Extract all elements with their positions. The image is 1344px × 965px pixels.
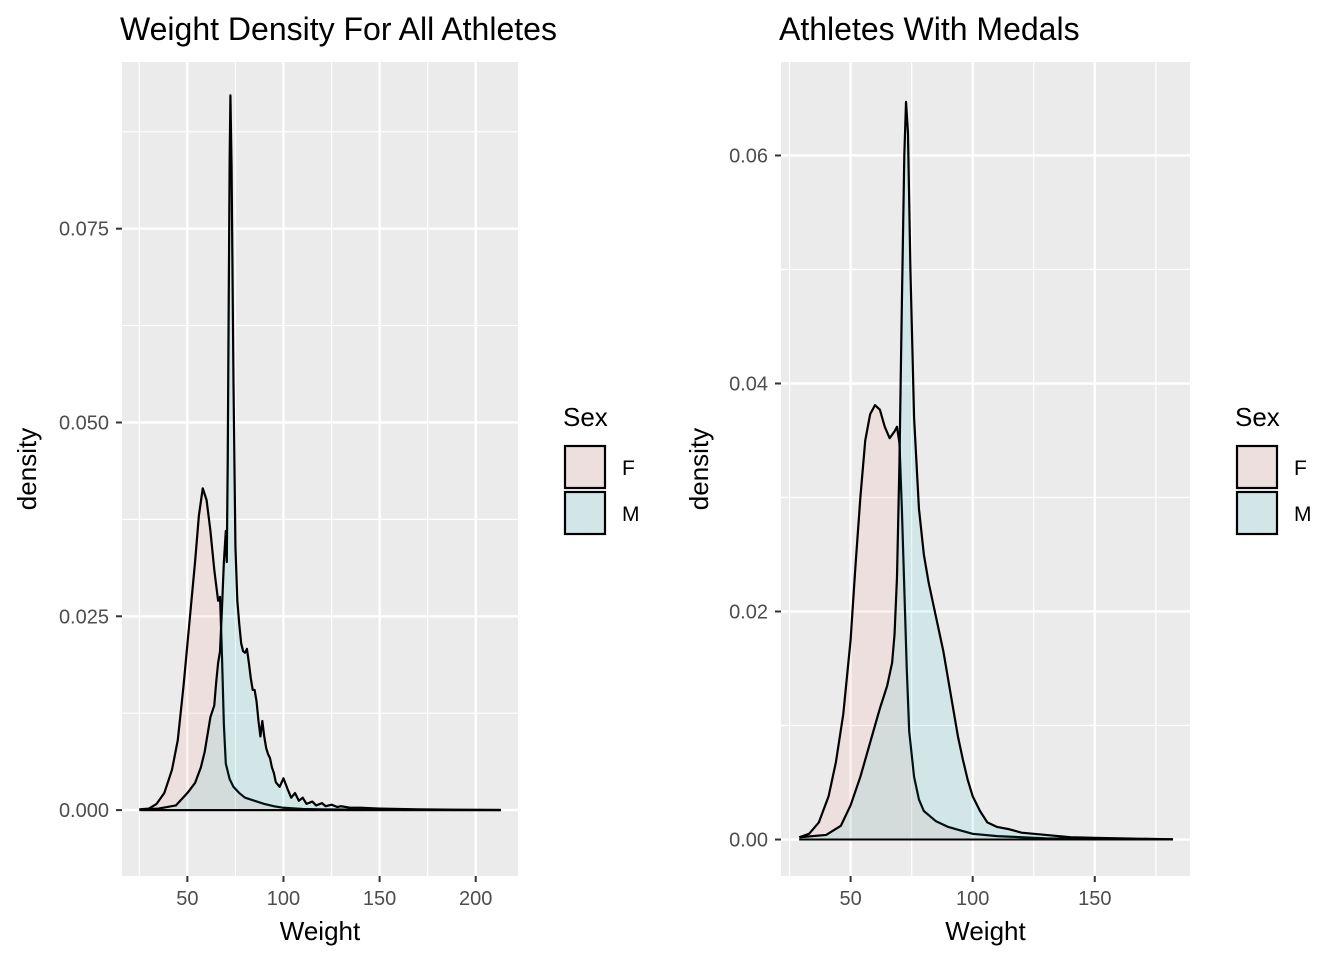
density-line-m: [799, 100, 1173, 841]
legend-key-bg-f: [564, 445, 606, 489]
legend: Sex FM: [1235, 402, 1312, 536]
x-tick-label: 150: [1078, 888, 1111, 910]
chart-title: Weight Density For All Athletes: [120, 11, 557, 47]
legend: Sex FM: [563, 402, 640, 536]
density-line-m: [141, 94, 501, 812]
x-tick-label: 100: [956, 888, 989, 910]
legend-label-m: M: [1294, 503, 1312, 526]
legend-key-m: [1235, 490, 1279, 536]
y-tick-label: 0.075: [59, 219, 109, 241]
chart-panel-2: 50 100 150 0.00 0.02 0.04 0.06 Athletes With Me…: [684, 11, 1312, 946]
y-tick-label: 0.050: [59, 412, 109, 434]
legend-label-f: F: [1294, 457, 1307, 480]
plot-background: [781, 62, 1190, 876]
legend-key-f: [563, 444, 607, 490]
density-area-m: [141, 95, 501, 811]
y-tick-label: 0.00: [729, 830, 768, 852]
legend-label-m: M: [622, 503, 640, 526]
density-area-f: [799, 405, 1173, 840]
legend-key-bg-m: [564, 491, 606, 535]
y-tick-label: 0.025: [59, 606, 109, 628]
legend-key-bg-f: [1236, 445, 1278, 489]
y-axis-title: density: [12, 428, 42, 510]
legend-title: Sex: [563, 402, 608, 432]
y-tick-label: 0.04: [729, 373, 768, 395]
legend-key-bg-m: [1236, 491, 1278, 535]
x-tick-label: 50: [176, 888, 198, 910]
y-tick-label: 0.02: [729, 602, 768, 624]
chart-panel-1: 50 100 150 200 0.000 0.025 0.050 0.075 Weight De…: [12, 11, 640, 946]
legend-title: Sex: [1235, 402, 1280, 432]
x-axis-title: Weight: [280, 916, 361, 946]
legend-key-m: [563, 490, 607, 536]
legend-key-f: [1235, 444, 1279, 490]
x-tick-label: 100: [267, 888, 300, 910]
x-tick-label: 50: [839, 888, 861, 910]
y-tick-label: 0.06: [729, 145, 768, 167]
density-line-f: [798, 404, 1173, 841]
density-area-f: [139, 488, 501, 811]
x-axis-title: Weight: [945, 916, 1026, 946]
y-axis-title: density: [684, 428, 714, 510]
chart-title: Athletes With Medals: [779, 11, 1080, 47]
x-tick-label: 200: [459, 888, 492, 910]
x-tick-label: 150: [363, 888, 396, 910]
y-tick-label: 0.000: [59, 800, 109, 822]
legend-label-f: F: [622, 457, 635, 480]
